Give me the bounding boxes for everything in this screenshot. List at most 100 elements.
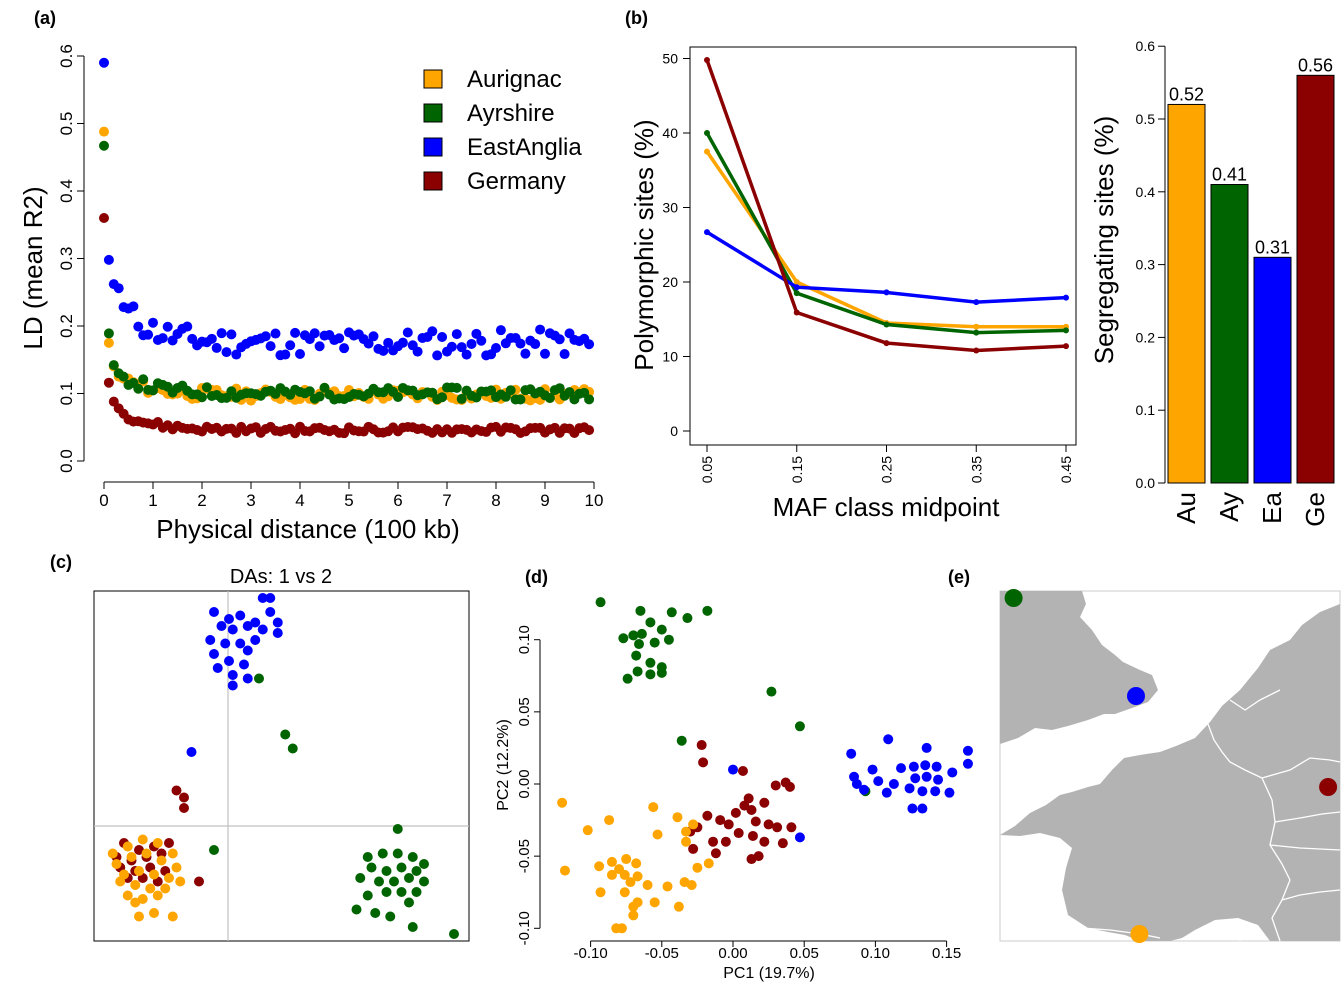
a-data-point-eastanglia	[520, 348, 531, 359]
b-bar-y-tick-label: 0.3	[1136, 257, 1156, 273]
a-x-tick-label: 8	[491, 491, 500, 510]
d-data-point-aurignac	[619, 887, 630, 898]
map-marker-aurignac	[1130, 925, 1149, 943]
d-data-point-germany	[698, 757, 709, 768]
c-data-point-aurignac	[134, 866, 144, 876]
d-data-point-aurignac	[681, 826, 692, 837]
d-data-point-germany	[759, 797, 770, 808]
c-data-point-eastanglia	[227, 670, 238, 680]
b-line-point-ayrshire	[704, 130, 710, 136]
a-data-point-ayrshire	[201, 382, 212, 393]
d-data-point-aurignac	[688, 819, 699, 830]
c-data-point-ayrshire	[389, 876, 399, 887]
c-data-point-aurignac	[167, 911, 178, 922]
d-data-point-aurignac	[625, 877, 636, 888]
a-data-point-ayrshire	[456, 393, 467, 404]
d-data-point-eastanglia	[859, 784, 870, 795]
b-bar-axes: 0.0 0.1 0.2 0.3 0.4 0.5 0.6	[1136, 38, 1166, 491]
d-data-point-ayrshire	[631, 650, 642, 661]
panel-d-pca-scatter: -0.10 -0.05 0.00 0.05 0.10 0.15 -0.10 -0.05 0.00…	[495, 597, 973, 982]
d-data-point-germany	[777, 838, 788, 849]
c-data-point-aurignac	[149, 908, 159, 918]
b-bar-data-label: 0.41	[1212, 165, 1247, 185]
d-data-point-germany	[784, 781, 795, 792]
a-data-point-ayrshire	[304, 386, 315, 397]
d-data-point-eastanglia	[846, 748, 857, 759]
a-legend-label: EastAnglia	[467, 134, 582, 161]
b-line-point-aurignac	[704, 148, 710, 155]
c-frame	[93, 590, 470, 942]
a-data-point-ayrshire	[393, 392, 403, 403]
a-data-point-ayrshire	[103, 328, 114, 339]
a-data-point-ayrshire	[564, 387, 575, 398]
b-bar-y-tick-label: 0.5	[1136, 111, 1156, 127]
a-legend: Aurignac Ayrshire EastAnglia Germany	[423, 66, 582, 195]
a-data-point-eastanglia	[446, 341, 457, 352]
c-data-point-ayrshire	[381, 866, 392, 876]
c-points	[107, 593, 459, 939]
a-data-point-ayrshire	[99, 140, 109, 151]
c-data-point-aurignac	[130, 897, 141, 908]
a-data-point-eastanglia	[471, 328, 482, 339]
c-data-point-aurignac	[171, 862, 182, 873]
a-legend-label: Aurignac	[467, 66, 562, 93]
b-line-point-ayrshire	[1063, 327, 1069, 334]
d-data-point-ayrshire	[632, 666, 643, 677]
d-data-point-ayrshire	[635, 605, 646, 616]
a-x-tick-label: 5	[344, 491, 353, 510]
c-data-point-ayrshire	[370, 908, 381, 918]
d-data-point-ayrshire	[595, 597, 606, 608]
a-data-point-ayrshire	[515, 394, 526, 405]
a-data-point-ayrshire	[133, 383, 144, 394]
b-bar-y-tick-label: 0.1	[1136, 402, 1156, 418]
d-data-point-ayrshire	[682, 613, 693, 624]
a-data-point-ayrshire	[437, 392, 448, 403]
d-data-point-eastanglia	[794, 832, 805, 843]
d-data-point-aurignac	[559, 865, 570, 876]
c-data-point-eastanglia	[242, 673, 253, 684]
d-data-point-eastanglia	[921, 771, 932, 782]
d-y-axis-label: PC2 (12.2%)	[495, 719, 512, 811]
b-line-y-tick-label: 50	[662, 51, 678, 67]
d-y-tick-label: -0.05	[516, 839, 533, 873]
d-data-point-germany	[723, 819, 734, 830]
d-data-point-aurignac	[632, 871, 643, 882]
d-data-point-eastanglia	[962, 758, 973, 769]
a-data-point-ayrshire	[118, 371, 129, 382]
a-data-point-eastanglia	[113, 283, 124, 294]
c-data-point-eastanglia	[216, 621, 227, 631]
panel-b-bar-chart: 0.0 0.1 0.2 0.3 0.4 0.5 0.6 0.52 Au 0.41 Ay 0.31 Ea…	[1089, 38, 1335, 527]
a-data-point-eastanglia	[559, 349, 570, 360]
d-data-point-eastanglia	[881, 787, 892, 798]
a-data-point-eastanglia	[216, 328, 227, 339]
a-data-point-eastanglia	[383, 337, 394, 348]
a-y-tick-label: 0.6	[57, 44, 76, 68]
d-data-point-aurignac	[594, 861, 605, 872]
a-data-point-ayrshire	[108, 360, 119, 371]
c-data-point-germany	[171, 785, 182, 796]
a-data-point-eastanglia	[466, 338, 477, 349]
b-line-point-germany	[793, 309, 800, 316]
b-line-point-eastanglia	[793, 284, 800, 291]
d-data-point-aurignac	[692, 862, 703, 873]
d-data-point-ayrshire	[766, 686, 777, 697]
c-data-point-ayrshire	[366, 862, 377, 873]
a-data-point-ayrshire	[505, 385, 516, 396]
a-legend-swatch	[423, 137, 443, 157]
a-data-point-eastanglia	[432, 350, 443, 361]
a-data-point-ayrshire	[584, 394, 595, 405]
b-line-x-axis-label: MAF class midpoint	[773, 492, 1001, 522]
d-data-point-eastanglia	[930, 786, 941, 797]
d-axes: -0.10 -0.05 0.00 0.05 0.10 0.15 -0.10 -0.05 0.00…	[516, 625, 961, 962]
d-data-point-ayrshire	[634, 639, 645, 650]
d-data-point-aurignac	[703, 858, 714, 869]
b-line-y-tick-label: 0	[670, 423, 678, 439]
a-data-point-eastanglia	[314, 341, 325, 352]
a-data-point-eastanglia	[402, 327, 413, 338]
a-data-point-eastanglia	[491, 343, 501, 354]
c-data-point-eastanglia	[227, 624, 238, 635]
c-data-point-ayrshire	[287, 743, 298, 754]
c-data-point-ayrshire	[407, 922, 418, 932]
a-data-point-eastanglia	[437, 331, 448, 342]
b-line-series	[704, 56, 1069, 354]
